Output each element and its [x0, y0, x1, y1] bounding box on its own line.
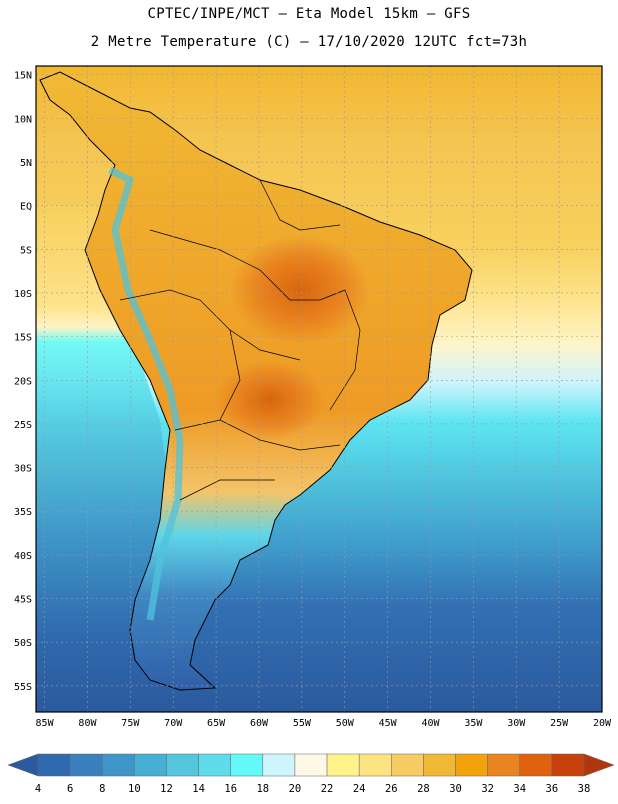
longitude-labels: 85W 80W 75W 70W 65W 60W 55W 50W 45W 40W 35W 30W 25W 2… [36, 718, 612, 729]
lon-label: 30W [507, 718, 526, 729]
colorbar-label: 30 [449, 783, 462, 795]
colorbar-label: 18 [256, 783, 269, 795]
graticule [36, 66, 603, 712]
lon-label: 35W [464, 718, 483, 729]
colorbar-bin [230, 753, 264, 777]
colorbar-bin [519, 753, 553, 777]
colorbar-bin [358, 753, 392, 777]
colorbar-bin [37, 753, 71, 777]
lon-label: 65W [207, 718, 226, 729]
color-scale-legend: 4 6 8 10 12 14 16 18 20 22 24 26 28 30 32 34 36 38 [7, 753, 615, 795]
colorbar-label: 12 [160, 783, 173, 795]
lon-label: 40W [421, 718, 440, 729]
colorbar-label: 4 [35, 783, 41, 795]
colorbar-bin [198, 753, 231, 777]
colorbar-min-arrow [7, 753, 39, 777]
lat-label: EQ [20, 202, 32, 213]
colorbar-max-arrow [583, 753, 615, 777]
lat-label: 45S [14, 595, 32, 606]
temperature-field [36, 66, 602, 712]
colorbar-label: 24 [353, 783, 366, 795]
colorbar-label: 20 [289, 783, 302, 795]
map-frame [35, 65, 603, 713]
colorbar-bin [101, 753, 135, 777]
colorbar-bin [455, 753, 488, 777]
lon-label: 60W [250, 718, 269, 729]
lat-label: 5S [20, 245, 32, 256]
colorbar-bin [551, 753, 585, 777]
colorbar-label: 8 [99, 783, 105, 795]
colorbar-label: 10 [128, 783, 141, 795]
lon-label: 55W [293, 718, 312, 729]
lon-label: 70W [164, 718, 183, 729]
colorbar-bin [326, 753, 360, 777]
lat-label: 55S [14, 682, 32, 693]
chart-title-line1: CPTEC/INPE/MCT – Eta Model 15km – GFS [147, 6, 471, 22]
lon-label: 50W [336, 718, 355, 729]
colorbar-label: 26 [385, 783, 398, 795]
colorbar-label: 22 [321, 783, 334, 795]
lon-label: 85W [36, 718, 55, 729]
lat-label: 25S [14, 420, 32, 431]
colorbar-label: 16 [224, 783, 237, 795]
lat-label: 40S [14, 551, 32, 562]
colorbar-bin [262, 753, 296, 777]
country-borders [119, 179, 361, 501]
colorbar-label: 38 [578, 783, 591, 795]
colorbar-bin [69, 753, 103, 777]
colorbar-bin [166, 753, 199, 777]
colorbar-label: 36 [546, 783, 559, 795]
colorbar-label: 28 [417, 783, 430, 795]
chart-title-line2: 2 Metre Temperature (C) – 17/10/2020 12U… [90, 34, 528, 50]
lon-label: 25W [550, 718, 569, 729]
lat-label: 35S [14, 507, 32, 518]
lat-label: 15N [14, 71, 32, 82]
lat-label: 30S [14, 464, 32, 475]
colorbar-bin [294, 753, 328, 777]
lon-label: 20W [593, 718, 612, 729]
colorbar-label: 34 [513, 783, 526, 795]
lat-label: 10S [14, 289, 32, 300]
lat-label: 20S [14, 376, 32, 387]
colorbar-label: 32 [481, 783, 494, 795]
lat-label: 10N [14, 114, 32, 125]
colorbar-label: 6 [67, 783, 73, 795]
lon-label: 75W [121, 718, 140, 729]
lon-label: 45W [379, 718, 398, 729]
colorbar-label: 14 [192, 783, 205, 795]
lat-label: 50S [14, 638, 32, 649]
lon-label: 80W [78, 718, 97, 729]
colorbar-bin [423, 753, 456, 777]
colorbar-bin [134, 753, 167, 777]
lat-label: 5N [20, 158, 32, 169]
lat-label: 15S [14, 333, 32, 344]
colorbar-bin [391, 753, 424, 777]
colorbar-bin [487, 753, 521, 777]
latitude-labels: 15N 10N 5N EQ 5S 10S 15S 20S 25S 30S 35S 40S 45S 50S 5… [14, 71, 32, 693]
